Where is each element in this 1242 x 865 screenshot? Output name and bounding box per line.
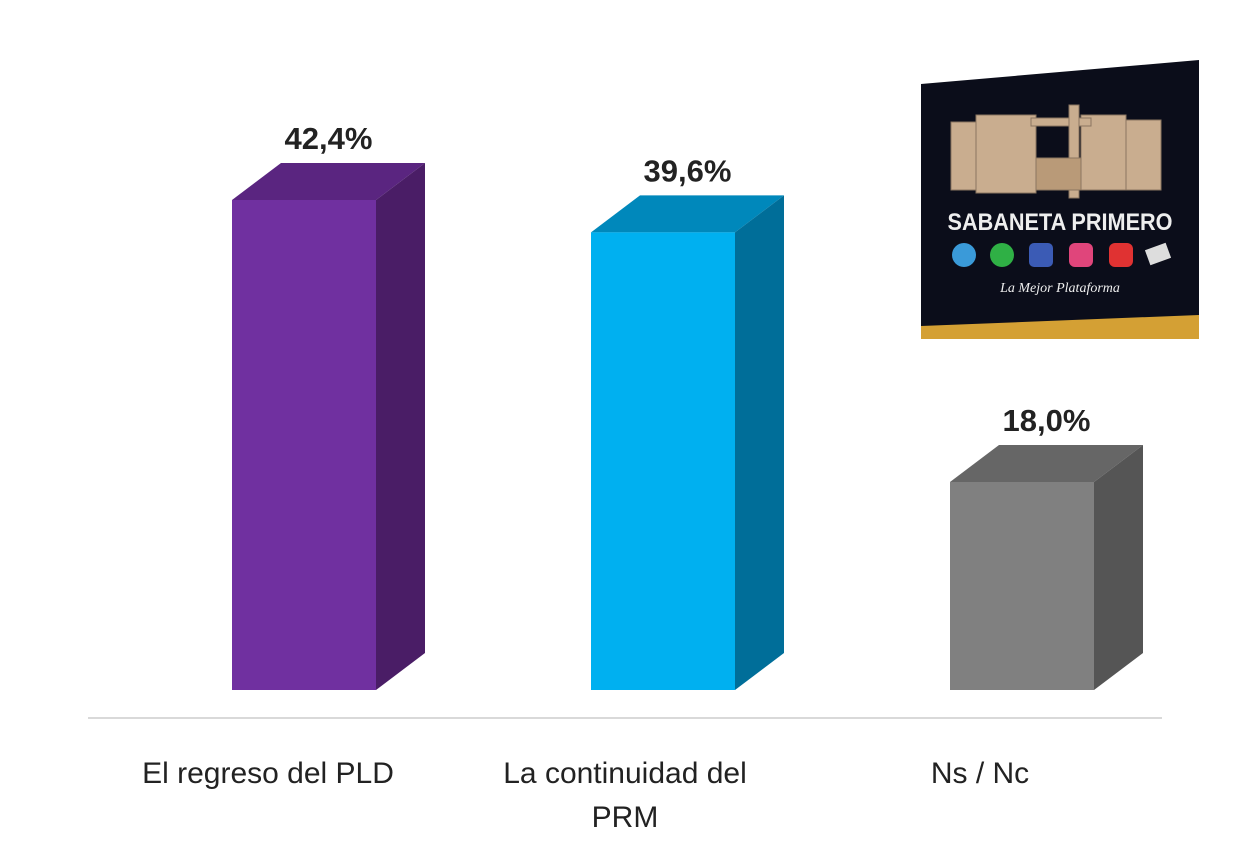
category-label-line: PRM [592,801,659,834]
telegram-icon [952,243,976,267]
bar-top-face [950,444,1143,482]
category-label-line: Ns / Nc [931,757,1029,790]
bar [591,195,784,690]
category-label-line: El regreso del PLD [142,757,394,790]
logo-tagline: La Mejor Plataforma [999,281,1120,296]
bar-side-face [735,195,784,690]
bar [950,444,1143,690]
data-label: 42,4% [285,121,373,156]
bar-front-face [232,200,376,690]
bar-top-face [591,195,784,233]
bar-front-face [591,232,735,690]
social-icons [952,242,1172,267]
bar-side-face [1094,444,1143,690]
bar-front-face [950,481,1094,690]
category-label: Ns / Nc [931,757,1029,790]
instagram-icon [1069,243,1093,267]
category-label: La continuidad del PRM [503,757,747,834]
data-label: 18,0% [1003,403,1091,438]
ruins-image [950,104,1162,199]
data-label: 39,6% [644,153,732,188]
facebook-icon [1029,243,1053,267]
logo-title: SABANETA PRIMERO [948,209,1173,236]
whatsapp-icon [990,243,1014,267]
bar [232,163,425,690]
category-label: El regreso del PLD [142,757,394,790]
category-label-line: La continuidad del [503,757,747,790]
sabaneta-primero-logo: SABANETA PRIMERO La Mejor Plataforma [921,60,1199,339]
bar-top-face [232,163,425,200]
youtube-icon [1109,243,1133,267]
bar-side-face [376,163,425,690]
newspaper-icon [1144,242,1172,266]
